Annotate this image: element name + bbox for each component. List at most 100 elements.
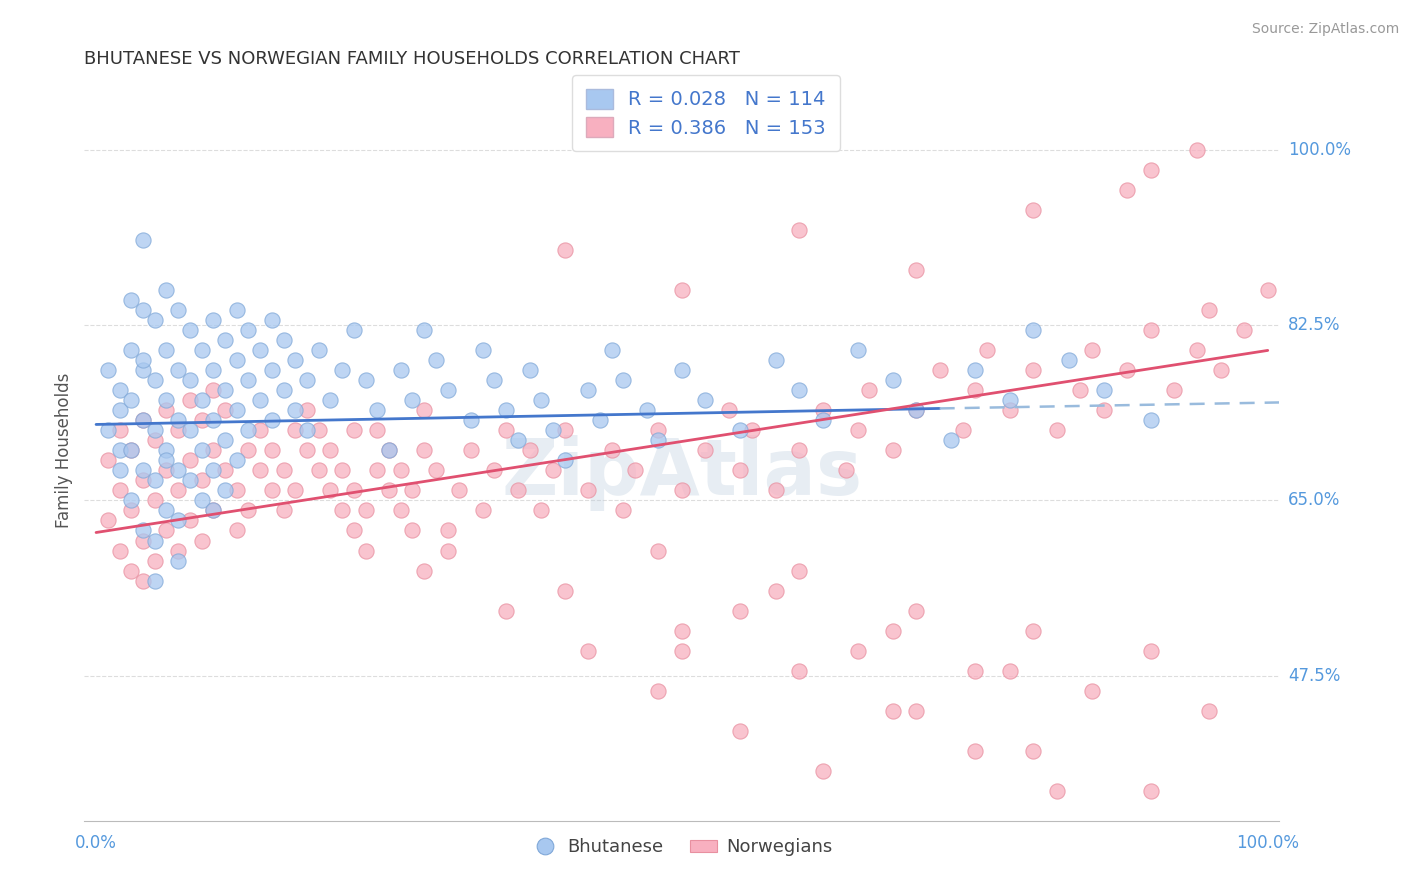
Point: [202, 503, 225, 517]
Point: [155, 284, 177, 298]
Point: [554, 583, 576, 598]
Point: [882, 443, 904, 458]
Point: [132, 363, 155, 377]
Point: [963, 743, 986, 757]
Point: [155, 503, 177, 517]
Point: [238, 443, 260, 458]
Point: [401, 483, 423, 498]
Point: [284, 353, 307, 368]
Point: [787, 384, 810, 398]
Point: [343, 524, 366, 538]
Point: [167, 553, 190, 567]
Point: [143, 313, 166, 327]
Point: [787, 223, 810, 237]
Point: [963, 664, 986, 678]
Point: [273, 334, 295, 348]
Point: [179, 373, 201, 387]
Point: [1198, 704, 1220, 718]
Point: [225, 353, 247, 368]
Point: [319, 393, 342, 408]
Point: [600, 343, 623, 358]
Point: [273, 503, 295, 517]
Text: 82.5%: 82.5%: [1288, 317, 1340, 334]
Point: [576, 643, 599, 657]
Point: [811, 764, 834, 778]
Point: [214, 434, 236, 448]
Point: [108, 403, 131, 417]
Point: [484, 463, 506, 477]
Point: [238, 323, 260, 337]
Point: [284, 424, 307, 438]
Point: [132, 233, 155, 247]
Point: [155, 453, 177, 467]
Point: [425, 353, 447, 368]
Point: [167, 424, 190, 438]
Point: [846, 343, 869, 358]
Point: [600, 443, 623, 458]
Point: [1022, 363, 1045, 377]
Point: [108, 463, 131, 477]
Point: [811, 413, 834, 427]
Point: [554, 453, 576, 467]
Point: [190, 443, 212, 458]
Point: [449, 483, 471, 498]
Text: 0.0%: 0.0%: [75, 834, 117, 853]
Point: [202, 463, 225, 477]
Point: [765, 483, 787, 498]
Y-axis label: Family Households: Family Households: [55, 373, 73, 528]
Point: [143, 474, 166, 488]
Point: [354, 373, 377, 387]
Point: [273, 384, 295, 398]
Point: [202, 313, 225, 327]
Point: [787, 564, 810, 578]
Point: [190, 413, 212, 427]
Point: [905, 403, 928, 417]
Point: [108, 543, 131, 558]
Point: [120, 443, 142, 458]
Point: [202, 363, 225, 377]
Point: [976, 343, 998, 358]
Point: [179, 323, 201, 337]
Point: [366, 463, 388, 477]
Point: [120, 493, 142, 508]
Point: [695, 443, 717, 458]
Point: [179, 514, 201, 528]
Point: [132, 413, 155, 427]
Point: [202, 384, 225, 398]
Point: [1198, 303, 1220, 318]
Point: [730, 723, 752, 738]
Point: [179, 424, 201, 438]
Point: [249, 463, 271, 477]
Point: [143, 373, 166, 387]
Point: [541, 463, 564, 477]
Point: [179, 474, 201, 488]
Point: [260, 363, 283, 377]
Point: [530, 393, 553, 408]
Point: [671, 284, 693, 298]
Point: [1022, 743, 1045, 757]
Point: [214, 463, 236, 477]
Point: [155, 443, 177, 458]
Text: 65.0%: 65.0%: [1288, 491, 1340, 509]
Point: [389, 463, 412, 477]
Text: 47.5%: 47.5%: [1288, 666, 1340, 684]
Point: [741, 424, 763, 438]
Point: [928, 363, 950, 377]
Point: [811, 403, 834, 417]
Point: [295, 373, 318, 387]
Point: [343, 424, 366, 438]
Point: [214, 483, 236, 498]
Point: [963, 363, 986, 377]
Point: [495, 603, 517, 617]
Point: [671, 624, 693, 638]
Point: [97, 453, 120, 467]
Point: [671, 483, 693, 498]
Point: [132, 574, 155, 588]
Point: [120, 393, 142, 408]
Point: [460, 413, 482, 427]
Point: [260, 483, 283, 498]
Point: [214, 403, 236, 417]
Point: [1187, 144, 1209, 158]
Point: [143, 574, 166, 588]
Point: [460, 443, 482, 458]
